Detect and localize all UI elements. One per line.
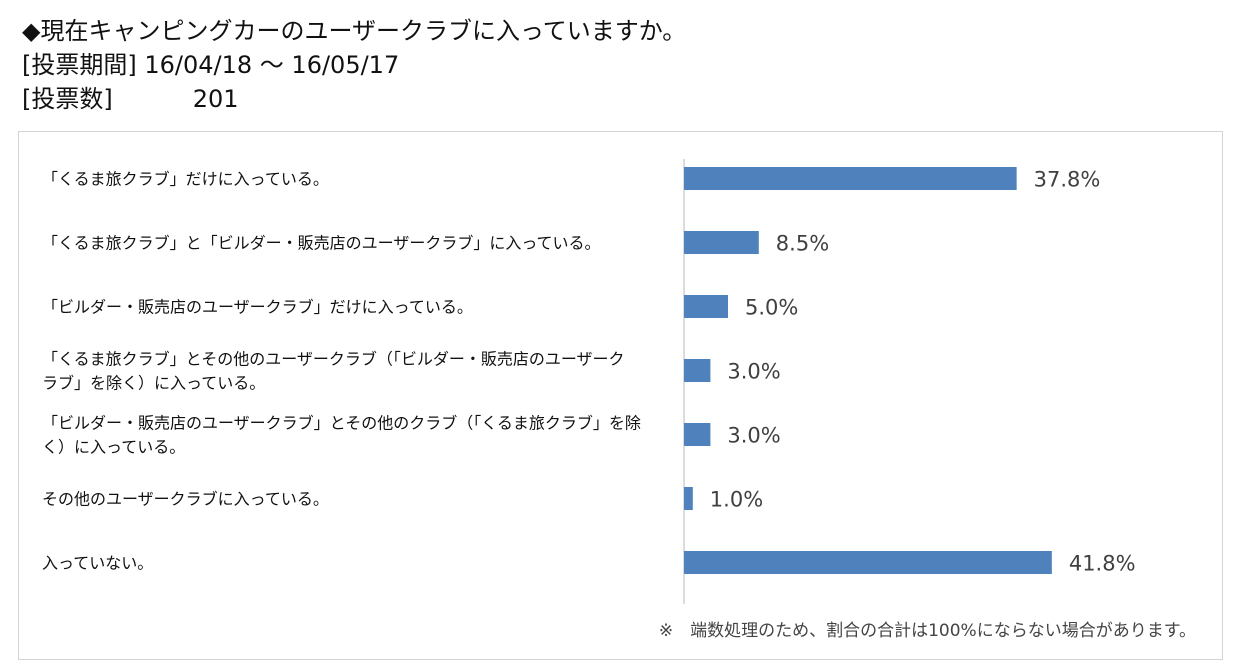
bar	[684, 423, 711, 446]
data-label: 41.8%	[1069, 552, 1136, 576]
survey-header: ◆現在キャンピングカーのユーザークラブに入っていますか。 [投票期間] 16/0…	[22, 14, 686, 116]
bar	[684, 231, 759, 254]
voting-period: [投票期間] 16/04/18 ～ 16/05/17	[22, 48, 686, 82]
chart-panel: 37.8% 「くるま旅クラブ」だけに入っている。 8.5% 「くるま旅クラブ」と「ビル…	[18, 131, 1223, 660]
data-label: 1.0%	[710, 488, 763, 512]
category-label: 「ビルダー・販売店のユーザークラブ」だけに入っている。	[42, 298, 473, 317]
vote-count-label: [投票数]	[22, 85, 113, 113]
category-label: く）に入っている。	[42, 438, 185, 457]
bar	[684, 295, 728, 318]
bar	[684, 551, 1052, 574]
category-label: ラブ」を除く）に入っている。	[42, 374, 265, 393]
data-label: 5.0%	[745, 296, 798, 320]
data-label: 3.0%	[727, 360, 780, 384]
data-label: 3.0%	[727, 424, 780, 448]
bar	[684, 167, 1017, 190]
vote-count: [投票数] 201	[22, 82, 686, 116]
category-label: 「くるま旅クラブ」とその他のユーザークラブ（「ビルダー・販売店のユーザーク	[42, 350, 625, 369]
rounding-note: ※ 端数処理のため、割合の合計は100%にならない場合があります。	[658, 621, 1196, 641]
bar	[684, 359, 711, 382]
bar	[684, 487, 693, 510]
category-label: その他のユーザークラブに入っている。	[42, 490, 329, 509]
question-title: ◆現在キャンピングカーのユーザークラブに入っていますか。	[22, 17, 687, 45]
data-label: 8.5%	[776, 232, 829, 256]
voting-period-label: [投票期間]	[22, 51, 137, 79]
category-label: 「くるま旅クラブ」と「ビルダー・販売店のユーザークラブ」に入っている。	[42, 234, 601, 253]
voting-period-value: 16/04/18 ～ 16/05/17	[144, 51, 400, 79]
category-label: 「ビルダー・販売店のユーザークラブ」とその他のクラブ（「くるま旅クラブ」を除	[42, 414, 641, 433]
category-label: 入っていない。	[42, 554, 153, 573]
category-label: 「くるま旅クラブ」だけに入っている。	[42, 170, 329, 189]
vote-count-value: 201	[192, 85, 239, 113]
data-label: 37.8%	[1034, 168, 1101, 192]
bar-chart: 37.8% 「くるま旅クラブ」だけに入っている。 8.5% 「くるま旅クラブ」と「ビル…	[42, 159, 1136, 604]
